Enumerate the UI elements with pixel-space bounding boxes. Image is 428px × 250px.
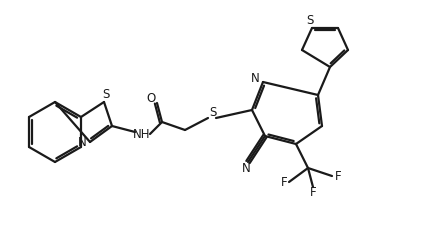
Text: F: F: [310, 186, 316, 200]
Text: O: O: [146, 92, 156, 104]
Text: N: N: [77, 136, 86, 149]
Text: S: S: [306, 14, 314, 28]
Text: N: N: [242, 162, 250, 174]
Text: F: F: [281, 176, 287, 190]
Text: NH: NH: [133, 128, 151, 140]
Text: F: F: [335, 170, 341, 182]
Text: N: N: [251, 72, 259, 85]
Text: S: S: [102, 88, 110, 102]
Text: S: S: [209, 106, 217, 120]
